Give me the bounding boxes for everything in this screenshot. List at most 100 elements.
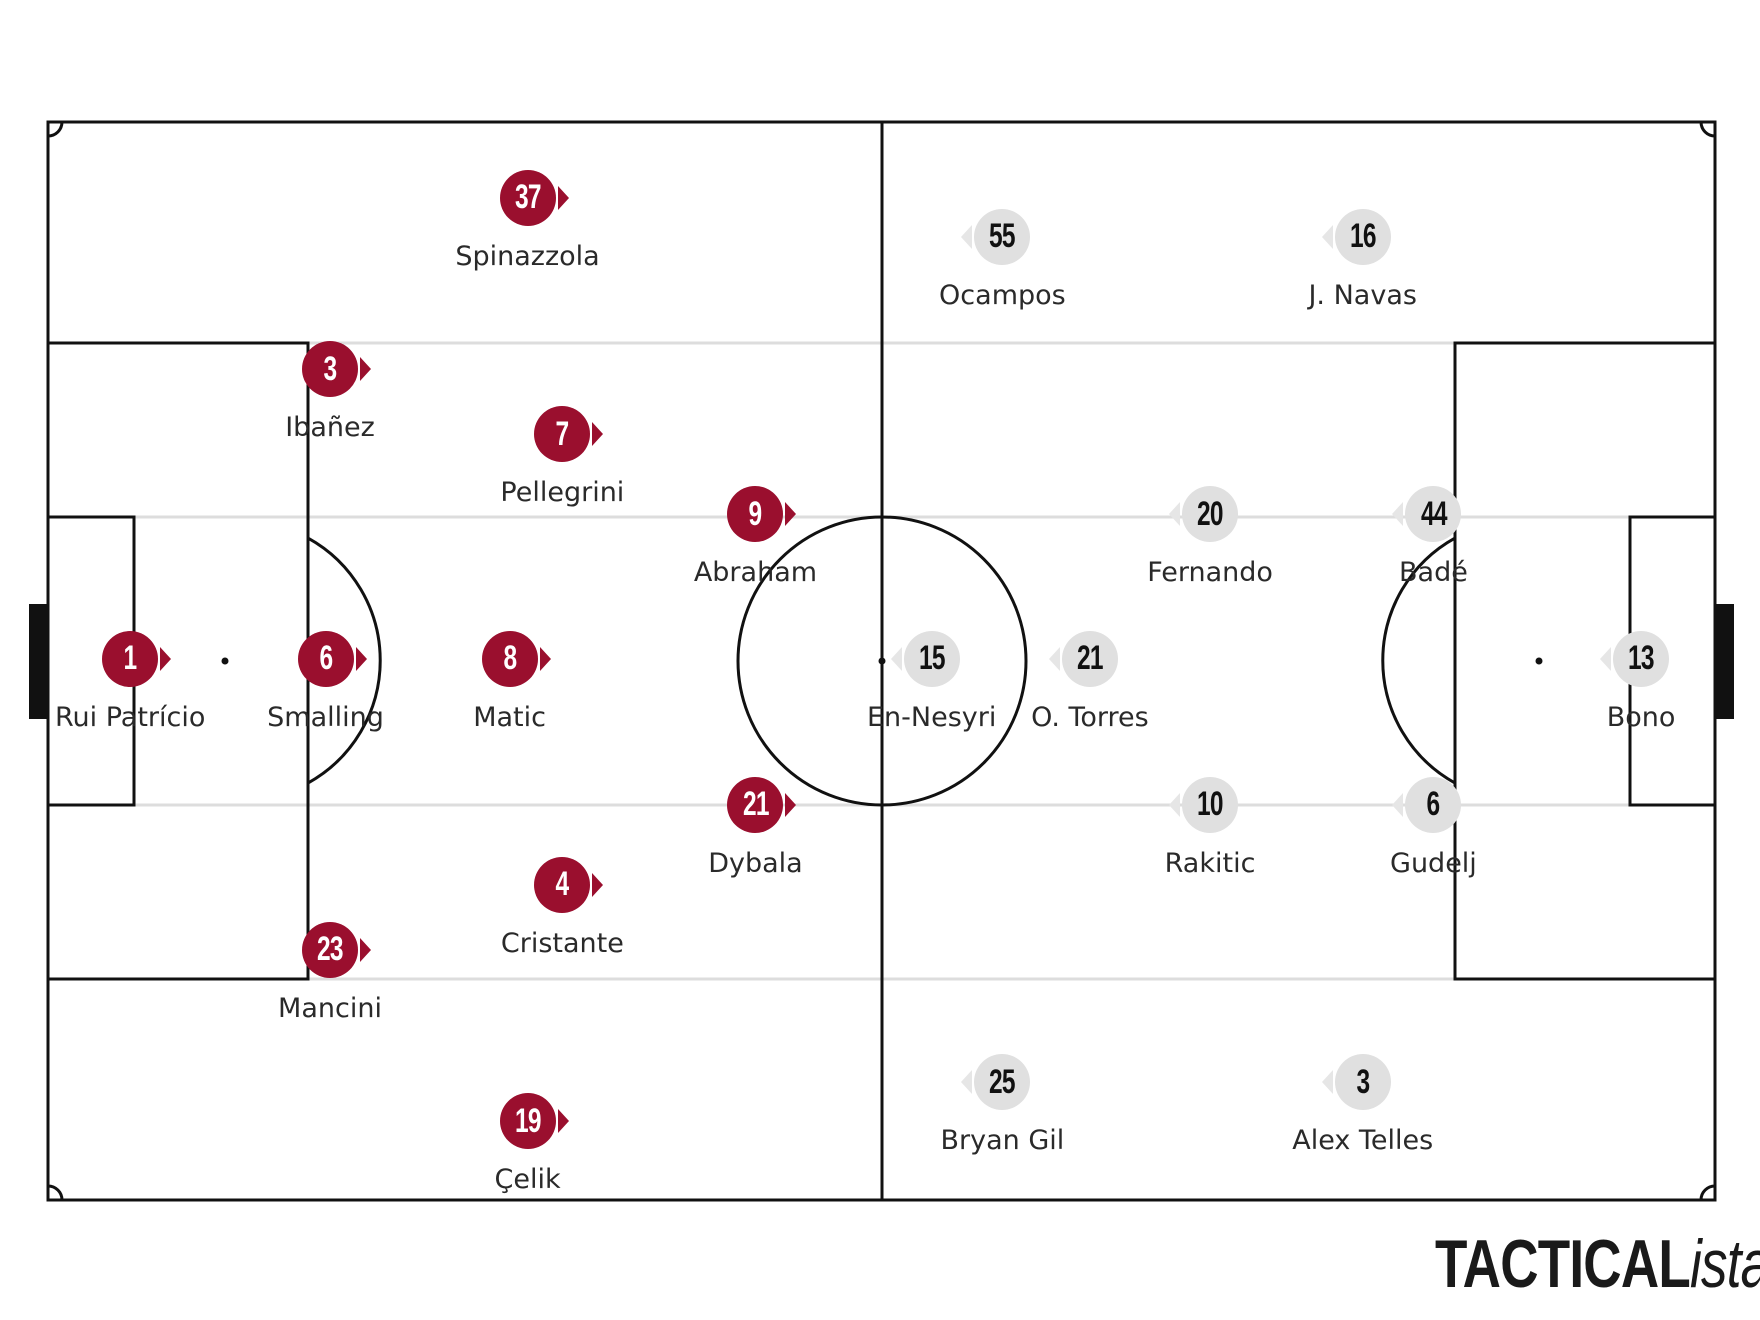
- right-goal: [1715, 604, 1734, 719]
- player-number: 8: [503, 639, 517, 678]
- direction-arrow-icon: [785, 502, 797, 527]
- player-number: 3: [323, 349, 338, 388]
- player-number-badge: 9: [727, 486, 784, 543]
- player-name: Cristante: [500, 927, 624, 959]
- player-number: 1: [123, 639, 138, 678]
- player-number: 7: [555, 414, 570, 453]
- player-name: Badé: [1399, 557, 1468, 589]
- direction-arrow-icon: [360, 937, 371, 962]
- direction-arrow-icon: [961, 1070, 973, 1095]
- direction-arrow-icon: [1169, 792, 1181, 817]
- player-name: Fernando: [1147, 557, 1273, 589]
- direction-arrow-icon: [557, 1109, 569, 1134]
- direction-arrow-icon: [1392, 792, 1404, 817]
- player-number-badge: 21: [1061, 630, 1118, 687]
- player-number-badge: 25: [974, 1054, 1031, 1111]
- player-number: 16: [1349, 217, 1377, 256]
- player-name: J. Navas: [1308, 279, 1417, 311]
- player-name: Pellegrini: [500, 477, 625, 509]
- player-number-badge: 13: [1613, 630, 1670, 687]
- direction-arrow-icon: [1600, 646, 1612, 671]
- right-penalty-arc: [1381, 536, 1456, 785]
- direction-arrow-icon: [160, 646, 172, 671]
- center-circle: [736, 515, 1028, 807]
- player-number: 6: [1426, 785, 1441, 824]
- player-name: Alex Telles: [1292, 1125, 1434, 1157]
- player-number-badge: 4: [534, 856, 591, 913]
- player-name: Matic: [473, 701, 546, 733]
- right-penalty-spot: [1535, 657, 1543, 665]
- player-number-badge: 3: [302, 341, 358, 398]
- direction-arrow-icon: [1392, 502, 1404, 527]
- direction-arrow-icon: [785, 792, 797, 817]
- player-name: Spinazzola: [455, 240, 600, 272]
- player-number: 44: [1420, 494, 1448, 533]
- player-name: Rakitic: [1164, 847, 1256, 879]
- direction-arrow-icon: [1321, 224, 1333, 249]
- direction-arrow-icon: [1048, 646, 1060, 671]
- player-number: 9: [748, 494, 763, 533]
- left-penalty-arc: [307, 536, 382, 785]
- player-number-badge: 55: [974, 208, 1031, 265]
- left-penalty-spot: [221, 657, 229, 665]
- player-number-badge: 23: [302, 921, 358, 978]
- player-number: 10: [1197, 785, 1224, 824]
- player-number-badge: 8: [481, 630, 538, 687]
- player-number: 6: [319, 639, 333, 678]
- player-number: 19: [514, 1101, 542, 1140]
- player-number-badge: 6: [297, 630, 354, 687]
- player-number-badge: 15: [903, 630, 960, 687]
- player-number: 55: [989, 217, 1016, 256]
- direction-arrow-icon: [360, 357, 371, 382]
- player-number-badge: 10: [1182, 776, 1239, 833]
- player-number-badge: 16: [1334, 208, 1391, 265]
- player-number-badge: 19: [499, 1093, 556, 1150]
- player-number-badge: 3: [1334, 1054, 1391, 1111]
- direction-arrow-icon: [592, 872, 604, 897]
- direction-arrow-icon: [592, 422, 604, 447]
- player-number-badge: 21: [727, 776, 784, 833]
- direction-arrow-icon: [557, 185, 569, 210]
- player-name: Ocampos: [939, 279, 1066, 311]
- player-number: 23: [317, 930, 344, 969]
- player-name: Abraham: [693, 557, 818, 589]
- player-number: 21: [1077, 639, 1104, 678]
- player-number: 20: [1197, 494, 1224, 533]
- player-number-badge: 20: [1182, 486, 1239, 543]
- direction-arrow-icon: [1169, 502, 1181, 527]
- direction-arrow-icon: [961, 224, 973, 249]
- player-name: Mancini: [278, 992, 382, 1024]
- player-number: 13: [1628, 639, 1655, 678]
- player-number: 21: [742, 785, 770, 824]
- direction-arrow-icon: [539, 646, 551, 671]
- player-number-badge: 1: [102, 630, 159, 687]
- right-penalty-box: [1453, 341, 1717, 981]
- player-name: Bono: [1606, 701, 1676, 733]
- player-number: 25: [989, 1062, 1016, 1101]
- player-name: En-Nesyri: [866, 701, 997, 733]
- player-name: Çelik: [494, 1164, 561, 1196]
- player-number-badge: 7: [534, 406, 591, 463]
- logo-bold: TACTICAL: [1435, 1226, 1691, 1302]
- player-name: Smalling: [267, 701, 384, 733]
- logo-italic: ista: [1689, 1226, 1760, 1302]
- player-name: Dybala: [708, 847, 803, 879]
- direction-arrow-icon: [1321, 1070, 1333, 1095]
- player-number-badge: 37: [499, 169, 556, 226]
- player-number-badge: 44: [1405, 486, 1462, 543]
- player-number: 15: [918, 639, 946, 678]
- player-name: Rui Patrício: [54, 701, 206, 733]
- left-goal: [29, 604, 48, 719]
- player-name: Bryan Gil: [940, 1125, 1065, 1157]
- player-name: Gudelj: [1390, 847, 1477, 879]
- direction-arrow-icon: [890, 646, 902, 671]
- player-number-badge: 6: [1405, 776, 1462, 833]
- player-number: 4: [555, 865, 570, 904]
- corner-arcs: [47, 121, 1716, 1201]
- tacticalista-logo: TACTICALista: [1435, 1225, 1760, 1303]
- player-number: 3: [1356, 1062, 1370, 1101]
- player-number: 37: [514, 178, 542, 217]
- player-name: O. Torres: [1031, 701, 1149, 733]
- center-spot: [878, 657, 886, 665]
